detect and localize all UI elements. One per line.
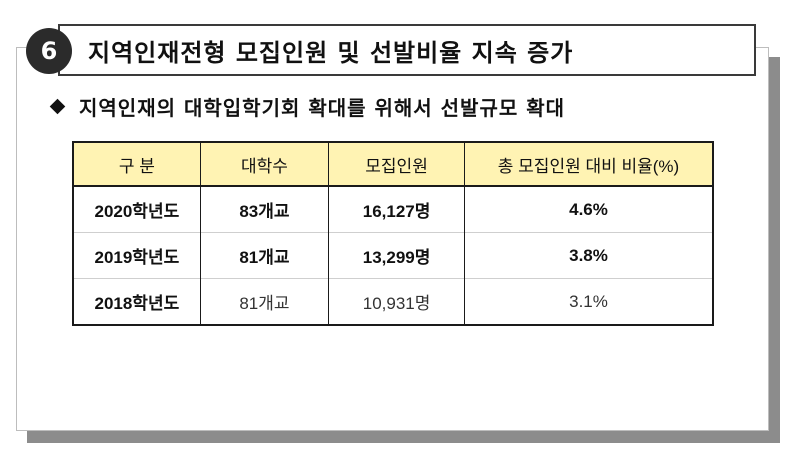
cell-ratio: 3.1% — [463, 278, 713, 325]
diamond-bullet-icon — [49, 98, 66, 115]
cell-universities: 81개교 — [199, 278, 329, 325]
header-category: 구 분 — [73, 142, 201, 187]
cell-quota: 10,931명 — [328, 278, 465, 325]
cell-quota: 16,127명 — [328, 185, 465, 233]
slide-title: 지역인재전형 모집인원 및 선발비율 지속 증가 — [88, 39, 574, 67]
subtitle-text: 지역인재의 대학입학기회 확대를 위해서 선발규모 확대 — [79, 96, 566, 120]
cell-quota: 13,299명 — [328, 232, 465, 279]
table-row: 2018학년도 81개교 10,931명 3.1% — [73, 278, 713, 325]
section-number-badge: 6 — [26, 28, 72, 74]
cell-universities: 81개교 — [199, 232, 329, 279]
table-row: 2019학년도 81개교 13,299명 3.8% — [73, 232, 713, 279]
header-universities: 대학수 — [199, 142, 329, 187]
title-box — [58, 24, 756, 76]
subtitle-line: 지역인재의 대학입학기회 확대를 위해서 선발규모 확대 — [49, 92, 566, 121]
cell-universities: 83개교 — [199, 185, 329, 233]
table-row: 2020학년도 83개교 16,127명 4.6% — [73, 185, 713, 233]
table-header-row: 구 분 대학수 모집인원 총 모집인원 대비 비율(%) — [73, 142, 713, 187]
cell-year: 2019학년도 — [73, 232, 201, 279]
header-quota: 모집인원 — [328, 142, 465, 187]
recruitment-table: 구 분 대학수 모집인원 총 모집인원 대비 비율(%) 2020학년도 83개… — [72, 141, 714, 326]
cell-ratio: 4.6% — [463, 185, 713, 233]
header-ratio: 총 모집인원 대비 비율(%) — [463, 142, 713, 187]
cell-year: 2020학년도 — [73, 185, 201, 233]
cell-ratio: 3.8% — [463, 232, 713, 279]
cell-year: 2018학년도 — [73, 278, 201, 325]
